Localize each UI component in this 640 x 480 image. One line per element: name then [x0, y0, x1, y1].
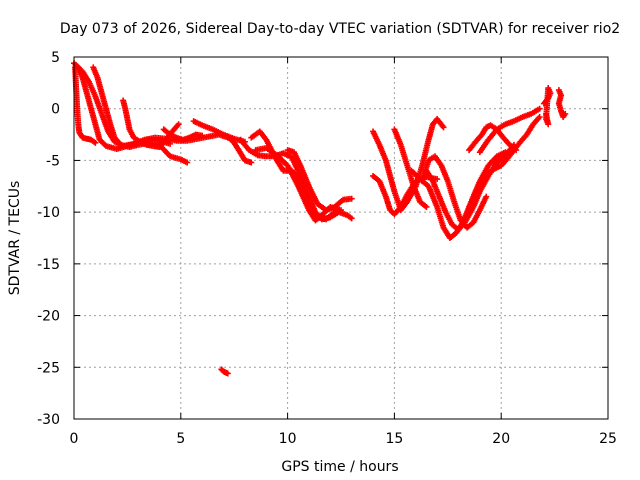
y-tick-label: 5	[51, 50, 60, 66]
data-point	[224, 370, 231, 377]
data-point	[562, 110, 569, 117]
series-arc-23	[218, 366, 231, 377]
y-tick-label: 0	[51, 102, 60, 118]
x-tick-label: 25	[599, 431, 617, 447]
x-tick-label: 10	[279, 431, 297, 447]
y-tick-label: -30	[37, 412, 60, 428]
data-point	[423, 203, 430, 210]
y-tick-label: -5	[46, 153, 60, 169]
chart-title: Day 073 of 2026, Sidereal Day-to-day VTE…	[60, 21, 620, 37]
series-arc-22	[555, 87, 569, 120]
data-point	[543, 110, 550, 117]
data-point	[331, 209, 338, 216]
data-points	[71, 60, 569, 377]
series-arc-24	[160, 126, 206, 143]
data-point	[348, 195, 355, 202]
series-arc-4	[90, 64, 191, 166]
y-tick-label: -20	[37, 309, 60, 325]
data-point	[184, 159, 191, 166]
series-arc-10	[248, 128, 338, 223]
x-tick-label: 20	[492, 431, 510, 447]
series-arc-14	[391, 126, 430, 210]
data-point	[348, 215, 355, 222]
data-point	[440, 124, 447, 131]
data-point	[175, 121, 182, 128]
x-tick-label: 0	[70, 431, 79, 447]
x-tick-label: 5	[176, 431, 185, 447]
y-tick-label: -25	[37, 360, 60, 376]
data-point	[536, 113, 543, 120]
data-point	[536, 105, 543, 112]
x-axis-label: GPS time / hours	[281, 459, 398, 475]
y-axis-label: SDTVAR / TECUs	[7, 181, 23, 296]
series-arc-7	[224, 133, 255, 166]
data-point	[434, 176, 441, 183]
series-arc-3	[72, 64, 99, 146]
axis-ticks: 0 5 10 15 20 25 5 0 -5 -10 -15 -20 -25 -30	[37, 50, 617, 447]
series-arc-21	[540, 85, 554, 128]
series-arc-8	[237, 136, 355, 223]
data-point	[248, 159, 255, 166]
data-point	[92, 139, 99, 146]
series-arc-17	[423, 141, 518, 233]
plot-frame	[73, 56, 609, 420]
series-arc-11	[284, 147, 355, 214]
data-point	[483, 193, 490, 200]
series-arc-13	[370, 116, 447, 214]
y-tick-label: -10	[37, 205, 60, 221]
y-tick-label: -15	[37, 257, 60, 273]
data-point	[338, 207, 344, 214]
x-tick-label: 15	[385, 431, 403, 447]
series-arc-20	[466, 113, 543, 210]
series-arc-18	[476, 105, 543, 156]
data-point	[199, 132, 206, 139]
